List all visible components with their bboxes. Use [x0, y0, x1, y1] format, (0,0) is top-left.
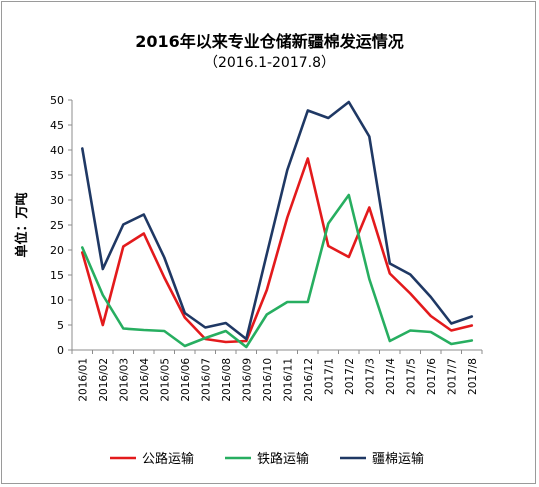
x-tick-label: 2016/08	[221, 358, 233, 402]
y-tick-label: 50	[50, 94, 64, 107]
x-tick-label: 2016/09	[241, 358, 253, 402]
chart-title: 2016年以来专业仓储新疆棉发运情况	[135, 32, 404, 51]
y-axis-label: 单位：万吨	[14, 192, 30, 257]
x-tick-label: 2017/8	[467, 358, 479, 395]
chart-subtitle: （2016.1-2017.8）	[203, 55, 336, 71]
series-line-2	[81, 100, 474, 341]
y-tick-label: 45	[50, 119, 64, 132]
x-tick-label: 2016/07	[200, 358, 212, 402]
series-line-1	[81, 193, 474, 349]
x-tick-label: 2016/11	[282, 358, 294, 402]
y-tick-label: 30	[50, 194, 64, 207]
x-tick-label: 2017/2	[344, 358, 356, 395]
x-tick-label: 2017/3	[364, 358, 376, 395]
y-tick-label: 0	[57, 344, 64, 357]
legend-label-2: 疆棉运输	[372, 451, 424, 467]
x-tick-label: 2017/5	[405, 358, 417, 395]
y-tick-label: 10	[50, 294, 64, 307]
y-tick-label: 20	[50, 244, 64, 257]
series-line-0	[81, 157, 474, 344]
legend-label-0: 公路运输	[142, 451, 194, 467]
x-tick-label: 2016/05	[159, 358, 171, 402]
y-tick-label: 40	[50, 144, 64, 157]
y-tick-label: 25	[50, 219, 64, 232]
y-tick-label: 15	[50, 269, 64, 282]
x-tick-label: 2016/02	[98, 358, 110, 402]
y-tick-label: 5	[57, 319, 64, 332]
x-tick-label: 2017/1	[323, 358, 335, 395]
legend-label-1: 铁路运输	[257, 451, 309, 467]
x-tick-label: 2016/03	[118, 358, 130, 402]
x-tick-label: 2016/01	[77, 358, 89, 402]
x-tick-label: 2016/12	[303, 358, 315, 402]
x-tick-label: 2016/04	[139, 358, 151, 402]
y-tick-label: 35	[50, 169, 64, 182]
x-tick-label: 2017/4	[385, 358, 397, 395]
x-tick-label: 2017/7	[446, 358, 458, 395]
x-tick-label: 2017/6	[426, 358, 438, 395]
x-tick-label: 2016/06	[180, 358, 192, 402]
x-tick-label: 2016/10	[262, 358, 274, 402]
